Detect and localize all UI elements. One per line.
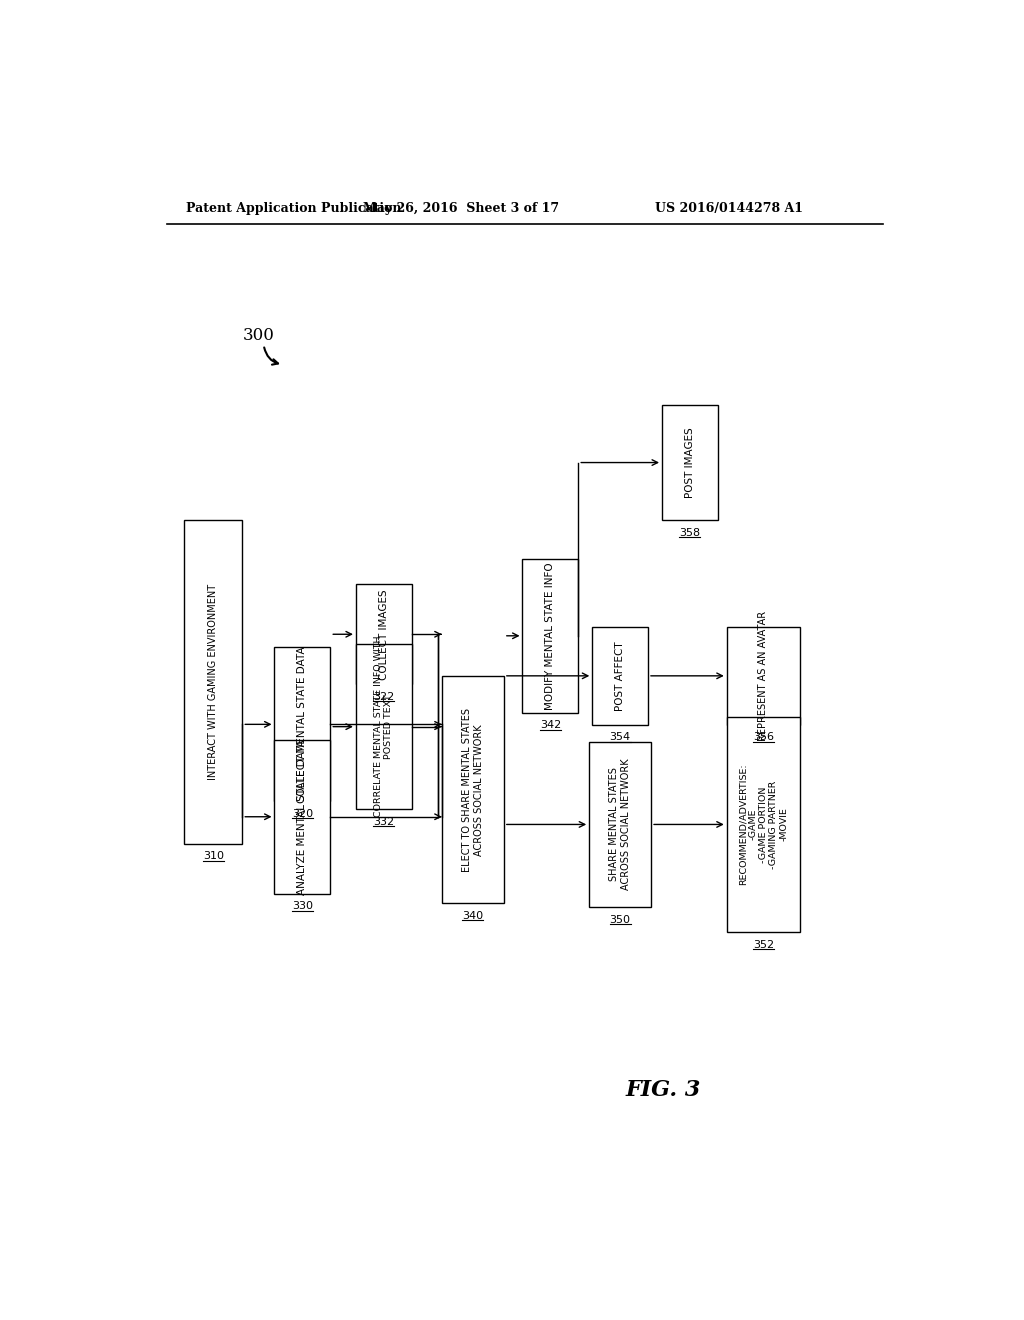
Bar — [356, 585, 412, 684]
Text: 342: 342 — [540, 721, 561, 730]
Text: 350: 350 — [609, 915, 631, 924]
Text: COLLECT IMAGES: COLLECT IMAGES — [379, 589, 389, 680]
Text: POST AFFECT: POST AFFECT — [615, 642, 625, 710]
Text: ANALYZE MENTAL STATE DATA: ANALYZE MENTAL STATE DATA — [297, 739, 307, 895]
Text: 354: 354 — [609, 733, 631, 742]
Bar — [589, 742, 651, 907]
Bar — [727, 627, 801, 725]
Text: 352: 352 — [753, 940, 774, 949]
Text: 332: 332 — [373, 817, 394, 826]
Text: 310: 310 — [203, 851, 224, 861]
Text: 320: 320 — [292, 809, 313, 818]
Text: FIG. 3: FIG. 3 — [625, 1080, 700, 1101]
Text: POST IMAGES: POST IMAGES — [685, 428, 695, 498]
Text: 322: 322 — [373, 692, 394, 702]
Bar — [274, 739, 331, 894]
Bar — [356, 644, 412, 809]
Text: 358: 358 — [679, 528, 700, 537]
Bar — [727, 717, 801, 932]
Bar — [184, 520, 243, 843]
Text: MODIFY MENTAL STATE INFO: MODIFY MENTAL STATE INFO — [546, 562, 555, 710]
Text: 356: 356 — [753, 733, 774, 742]
Text: INTERACT WITH GAMING ENVIRONMENT: INTERACT WITH GAMING ENVIRONMENT — [208, 583, 218, 780]
Text: May 26, 2016  Sheet 3 of 17: May 26, 2016 Sheet 3 of 17 — [364, 202, 559, 215]
Text: SHARE MENTAL STATES
ACROSS SOCIAL NETWORK: SHARE MENTAL STATES ACROSS SOCIAL NETWOR… — [609, 759, 631, 890]
Text: CORRELATE MENTAL STATE INFO WITH
POSTED TEXT: CORRELATE MENTAL STATE INFO WITH POSTED … — [374, 636, 393, 817]
Text: 340: 340 — [462, 911, 483, 920]
Text: US 2016/0144278 A1: US 2016/0144278 A1 — [655, 202, 803, 215]
Text: 300: 300 — [243, 327, 274, 345]
Bar — [522, 558, 579, 713]
Text: COLLECT MENTAL STATE DATA: COLLECT MENTAL STATE DATA — [297, 645, 307, 803]
Bar — [442, 676, 504, 903]
Text: ELECT TO SHARE MENTAL STATES
ACROSS SOCIAL NETWORK: ELECT TO SHARE MENTAL STATES ACROSS SOCI… — [462, 708, 483, 871]
Text: RECOMMEND/ADVERTISE:
-GAME
-GAME PORTION
-GAMING PARTNER
-MOVIE: RECOMMEND/ADVERTISE: -GAME -GAME PORTION… — [738, 764, 788, 886]
Text: REPRESENT AS AN AVATAR: REPRESENT AS AN AVATAR — [759, 611, 768, 741]
Bar — [592, 627, 648, 725]
Bar — [662, 405, 718, 520]
Text: 330: 330 — [292, 902, 313, 911]
Bar — [274, 647, 331, 801]
Text: Patent Application Publication: Patent Application Publication — [186, 202, 401, 215]
